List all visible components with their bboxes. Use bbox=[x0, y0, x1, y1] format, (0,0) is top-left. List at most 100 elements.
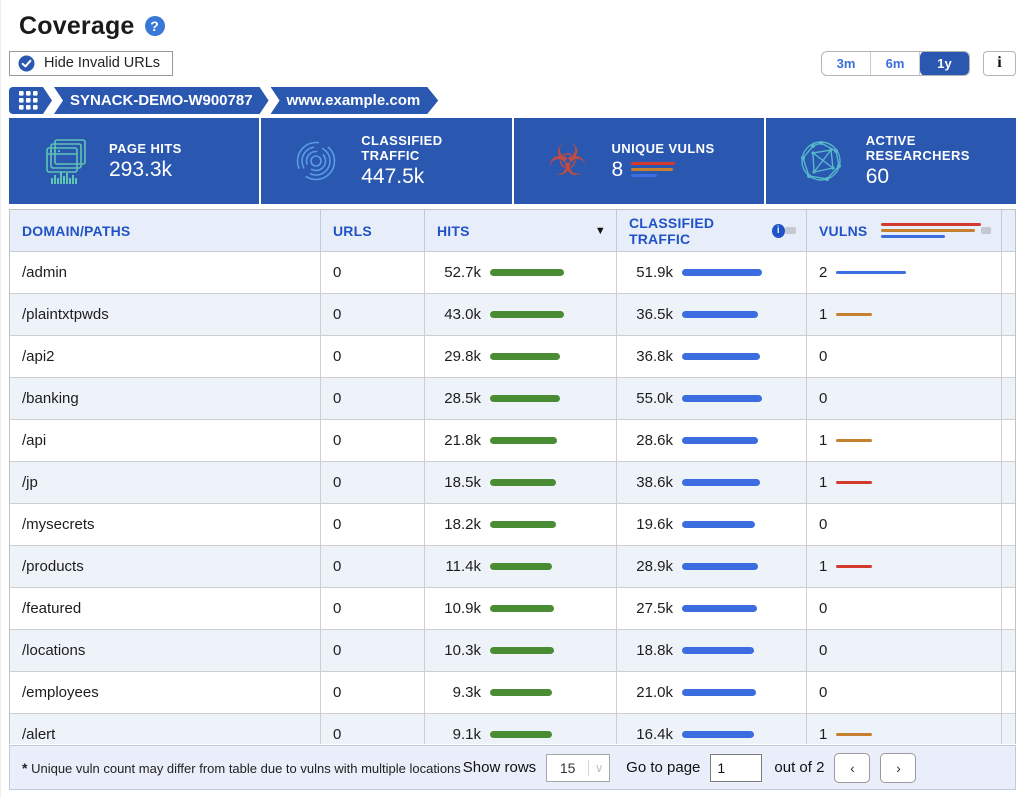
table-row[interactable]: /banking 0 28.5k 55.0k 0 bbox=[10, 378, 1015, 420]
hits-bar bbox=[490, 437, 557, 444]
show-rows-select[interactable]: 15 ∨ bbox=[546, 753, 611, 782]
cell-domain-path: /locations bbox=[10, 630, 321, 672]
hits-bar bbox=[490, 269, 564, 276]
hits-bar bbox=[490, 311, 564, 318]
cell-spacer bbox=[1002, 420, 1015, 462]
hide-invalid-urls-label: Hide Invalid URLs bbox=[44, 55, 161, 71]
table-header-row: DOMAIN/PATHS URLS HITS ▼ CLASSIFIED TRAF… bbox=[10, 210, 1015, 252]
cell-vulns: 2 bbox=[807, 252, 1002, 294]
table-row[interactable]: /mysecrets 0 18.2k 19.6k 0 bbox=[10, 504, 1015, 546]
cell-urls: 0 bbox=[321, 378, 425, 420]
cell-domain-path: /admin bbox=[10, 252, 321, 294]
table-row[interactable]: /admin 0 52.7k 51.9k 2 bbox=[10, 252, 1015, 294]
column-header-domain-paths[interactable]: DOMAIN/PATHS bbox=[10, 210, 321, 252]
next-page-button[interactable]: › bbox=[880, 752, 917, 783]
right-controls: 3m 6m 1y i bbox=[821, 50, 1016, 76]
column-header-hits[interactable]: HITS ▼ bbox=[425, 210, 617, 252]
cell-urls: 0 bbox=[321, 630, 425, 672]
cell-classified-traffic: 27.5k bbox=[617, 588, 807, 630]
page-number-input[interactable] bbox=[710, 753, 763, 782]
sort-descending-icon: ▼ bbox=[594, 224, 606, 237]
classified-traffic-bar bbox=[682, 731, 754, 738]
column-header-urls[interactable]: URLS bbox=[321, 210, 425, 252]
cell-domain-path: /api bbox=[10, 420, 321, 462]
vuln-severity-line bbox=[836, 313, 873, 316]
grid-icon bbox=[19, 91, 38, 110]
cell-classified-traffic: 55.0k bbox=[617, 378, 807, 420]
checked-circle-icon bbox=[18, 55, 35, 71]
cell-domain-path: /featured bbox=[10, 588, 321, 630]
classified-traffic-bar bbox=[682, 437, 758, 444]
column-header-vulns[interactable]: VULNS bbox=[807, 210, 1002, 252]
cell-domain-path: /mysecrets bbox=[10, 504, 321, 546]
breadcrumb-home[interactable] bbox=[9, 87, 52, 114]
table-row[interactable]: /plaintxtpwds 0 43.0k 36.5k 1 bbox=[10, 294, 1015, 336]
classified-traffic-bar bbox=[682, 479, 760, 486]
cell-vulns: 1 bbox=[807, 294, 1002, 336]
cell-urls: 0 bbox=[321, 252, 425, 294]
classified-traffic-bar bbox=[682, 269, 762, 276]
column-header-spacer bbox=[1002, 210, 1015, 252]
coverage-table: DOMAIN/PATHS URLS HITS ▼ CLASSIFIED TRAF… bbox=[9, 209, 1016, 744]
hits-bar bbox=[490, 563, 552, 570]
table-row[interactable]: /alert 0 9.1k 16.4k 1 bbox=[10, 714, 1015, 744]
hits-bar bbox=[490, 479, 556, 486]
cell-urls: 0 bbox=[321, 336, 425, 378]
cell-vulns: 1 bbox=[807, 546, 1002, 588]
cell-urls: 0 bbox=[321, 588, 425, 630]
cell-spacer bbox=[1002, 546, 1015, 588]
cell-vulns: 1 bbox=[807, 420, 1002, 462]
info-button[interactable]: i bbox=[983, 50, 1016, 76]
table-row[interactable]: /locations 0 10.3k 18.8k 0 bbox=[10, 630, 1015, 672]
table-row[interactable]: /products 0 11.4k 28.9k 1 bbox=[10, 546, 1015, 588]
cell-classified-traffic: 51.9k bbox=[617, 252, 807, 294]
help-icon[interactable]: ? bbox=[144, 16, 165, 36]
cell-hits: 29.8k bbox=[425, 336, 617, 378]
unique-vulns-icon: ☣ bbox=[547, 136, 588, 185]
previous-page-button[interactable]: ‹ bbox=[834, 752, 871, 783]
cell-hits: 11.4k bbox=[425, 546, 617, 588]
table-row[interactable]: /jp 0 18.5k 38.6k 1 bbox=[10, 462, 1015, 504]
stat-value: 293.3k bbox=[109, 157, 173, 181]
severity-line bbox=[881, 235, 946, 238]
breadcrumb-assessment[interactable]: SYNACK-DEMO-W900787 bbox=[54, 87, 269, 114]
cell-vulns: 0 bbox=[807, 588, 1002, 630]
time-range-6m[interactable]: 6m bbox=[871, 51, 920, 75]
table-row[interactable]: /featured 0 10.9k 27.5k 0 bbox=[10, 588, 1015, 630]
breadcrumb-domain[interactable]: www.example.com bbox=[271, 87, 439, 114]
severity-line bbox=[631, 174, 658, 177]
column-options-icon[interactable] bbox=[981, 227, 991, 234]
table-body: /admin 0 52.7k 51.9k 2/plaintxtpwds 0 43.0k 36.… bbox=[10, 252, 1015, 744]
table-row[interactable]: /api 0 21.8k 28.6k 1 bbox=[10, 420, 1015, 462]
cell-urls: 0 bbox=[321, 714, 425, 744]
out-of-label: out of 2 bbox=[774, 759, 825, 776]
cell-domain-path: /jp bbox=[10, 462, 321, 504]
severity-line bbox=[631, 162, 676, 165]
title-row: Coverage ? bbox=[9, 0, 1016, 44]
cell-vulns: 0 bbox=[807, 672, 1002, 714]
table-row[interactable]: /employees 0 9.3k 21.0k 0 bbox=[10, 672, 1015, 714]
hide-invalid-urls-toggle[interactable]: Hide Invalid URLs bbox=[9, 50, 174, 76]
cell-spacer bbox=[1002, 714, 1015, 744]
stat-label: ACTIVE RESEARCHERS bbox=[865, 133, 970, 163]
time-range-group: 3m 6m 1y bbox=[821, 50, 970, 76]
column-options-icon[interactable] bbox=[784, 227, 796, 234]
cell-classified-traffic: 21.0k bbox=[617, 672, 807, 714]
stat-card-unique-vulns: ☣ UNIQUE VULNS 8 bbox=[514, 118, 766, 204]
column-header-classified-traffic[interactable]: CLASSIFIED TRAFFIC i bbox=[617, 210, 807, 252]
stat-card-page-hits: PAGE HITS 293.3k bbox=[9, 118, 262, 204]
cell-spacer bbox=[1002, 462, 1015, 504]
cell-urls: 0 bbox=[321, 462, 425, 504]
cell-hits: 21.8k bbox=[425, 420, 617, 462]
cell-hits: 18.5k bbox=[425, 462, 617, 504]
hits-bar bbox=[490, 395, 560, 402]
cell-classified-traffic: 36.8k bbox=[617, 336, 807, 378]
time-range-1y[interactable]: 1y bbox=[920, 51, 969, 75]
cell-hits: 52.7k bbox=[425, 252, 617, 294]
time-range-3m[interactable]: 3m bbox=[822, 51, 871, 75]
table-row[interactable]: /api2 0 29.8k 36.8k 0 bbox=[10, 336, 1015, 378]
active-researchers-icon bbox=[800, 141, 841, 181]
cell-spacer bbox=[1002, 336, 1015, 378]
bottom-strip bbox=[1, 790, 1024, 798]
classified-traffic-info-icon[interactable]: i bbox=[771, 223, 785, 238]
